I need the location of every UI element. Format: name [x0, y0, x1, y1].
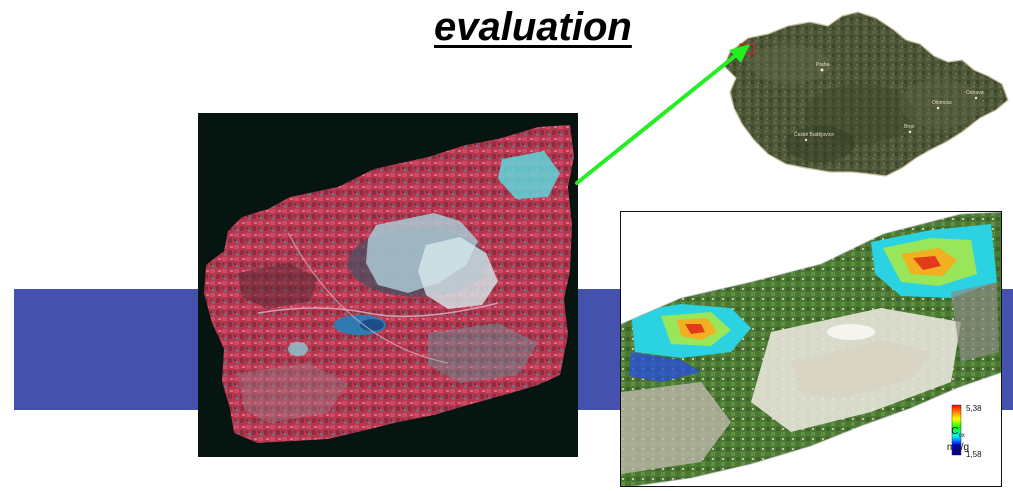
legend-max-label: 5,38 — [966, 404, 982, 413]
place-label-olomouc: Olomouc — [932, 100, 953, 106]
legend-unit-label: Cox mg/g — [942, 426, 974, 453]
legend-symbol-subscript: ox — [958, 433, 965, 439]
place-label-brno: Brno — [904, 124, 915, 130]
legend-min-label: 1,58 — [966, 450, 982, 459]
legend-unit: mg/g — [946, 442, 970, 453]
place-label-praha: Praha — [816, 62, 830, 68]
soil-carbon-map: 5,38 Cox mg/g 1,58 — [620, 211, 1002, 487]
soil-carbon-map-image — [621, 212, 1001, 486]
czech-republic-satellite-map: Praha Brno České Budějovice Olomouc Ostr… — [723, 11, 1009, 177]
legend-color-ramp — [951, 404, 962, 456]
false-color-mosaic-image — [198, 113, 578, 457]
legend-symbol: C — [951, 426, 959, 437]
place-label-ceske-budejovice: České Budějovice — [794, 131, 834, 138]
place-label-ostrava: Ostrava — [966, 90, 984, 96]
slide-title: evaluation — [434, 5, 632, 49]
